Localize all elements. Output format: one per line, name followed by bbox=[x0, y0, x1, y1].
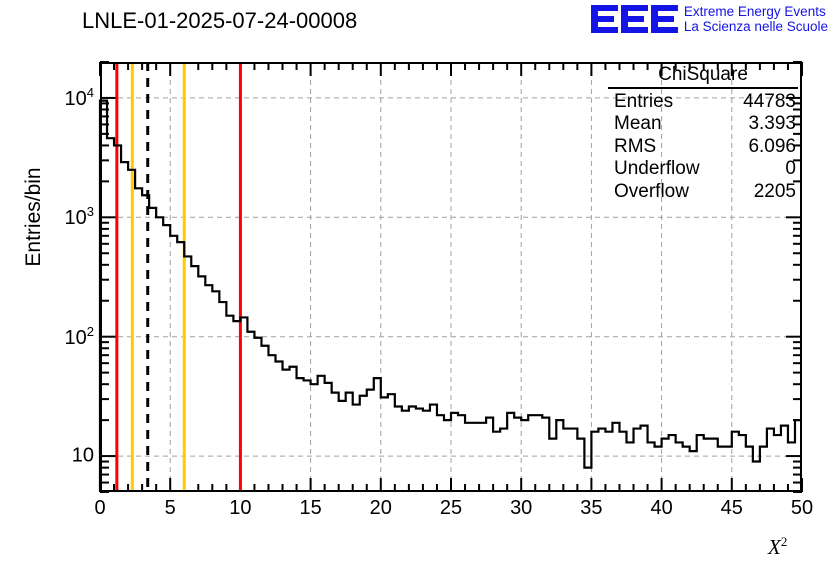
stats-row-value: 44783 bbox=[743, 91, 796, 112]
y-tick-label: 104 bbox=[64, 85, 94, 110]
x-tick-label: 25 bbox=[439, 497, 463, 519]
x-tick-label: 40 bbox=[650, 497, 673, 519]
eee-logo: Extreme Energy Events La Scienza nelle S… bbox=[590, 4, 828, 34]
x-tick-label: 50 bbox=[790, 497, 814, 519]
stats-rows: Entries 44783 Mean 3.393 RMS 6.096 Underflow 0 O… bbox=[606, 91, 800, 203]
x-tick-label: 20 bbox=[369, 497, 392, 519]
x-tick-label: 30 bbox=[510, 497, 533, 519]
eee-logo-mark bbox=[590, 5, 678, 34]
stats-row-key: Mean bbox=[614, 113, 662, 135]
eee-letter-icon bbox=[650, 5, 678, 34]
y-tick-label: 102 bbox=[64, 323, 94, 349]
stats-row-key: Entries bbox=[614, 91, 674, 112]
stats-row-value: 2205 bbox=[753, 180, 796, 202]
marker-lines bbox=[115, 62, 242, 492]
x-tick-label: 5 bbox=[164, 497, 176, 519]
stats-row: Entries 44783 bbox=[606, 91, 800, 113]
x-tick-label: 0 bbox=[94, 497, 106, 519]
stats-row: Mean 3.393 bbox=[606, 113, 800, 135]
stats-row-value: 0 bbox=[785, 158, 796, 180]
stats-row: Overflow 2205 bbox=[606, 181, 800, 203]
grid-lines bbox=[100, 62, 802, 492]
y-tick-label: 10 bbox=[71, 444, 94, 467]
stats-row: RMS 6.096 bbox=[606, 136, 800, 158]
stats-box: ChiSquare Entries 44783 Mean 3.393 RMS 6.096 U… bbox=[606, 64, 800, 203]
x-axis-title-exponent: 2 bbox=[780, 534, 788, 549]
eee-letter-icon bbox=[590, 5, 618, 34]
x-tick-label: 35 bbox=[580, 497, 603, 519]
stats-row-value: 6.096 bbox=[748, 135, 796, 157]
eee-letter-icon bbox=[620, 5, 648, 34]
y-tick-label: 103 bbox=[64, 204, 94, 230]
stats-row-key: Overflow bbox=[614, 180, 689, 202]
x-tick-label: 15 bbox=[299, 497, 322, 519]
stats-row-key: Underflow bbox=[614, 158, 700, 180]
x-tick-label: 45 bbox=[720, 497, 743, 519]
stats-row-value: 3.393 bbox=[748, 113, 796, 135]
stats-divider bbox=[608, 87, 798, 89]
x-axis-title-text: X bbox=[768, 535, 781, 559]
x-axis-title: X2 bbox=[768, 534, 787, 560]
stats-row: Underflow 0 bbox=[606, 158, 800, 180]
x-tick-label: 10 bbox=[229, 497, 252, 519]
histogram-curve bbox=[98, 99, 802, 492]
eee-logo-line2: La Scienza nelle Scuole bbox=[683, 19, 828, 35]
stats-title: ChiSquare bbox=[658, 64, 748, 85]
page-title: LNLE-01-2025-07-24-00008 bbox=[82, 8, 358, 33]
eee-logo-line1: Extreme Energy Events bbox=[683, 4, 826, 19]
stats-row-key: RMS bbox=[614, 135, 657, 157]
eee-logo-text: Extreme Energy Events La Scienza nelle S… bbox=[684, 4, 828, 34]
